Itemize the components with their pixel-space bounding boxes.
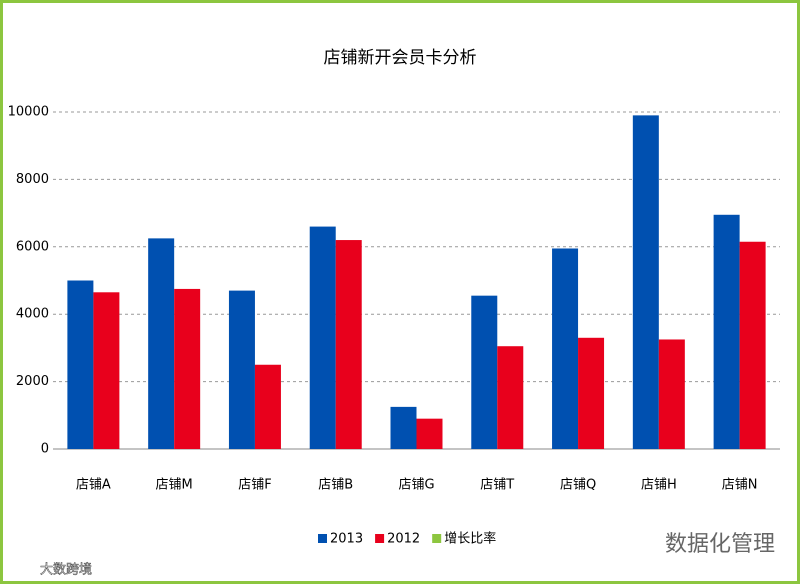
bar: [228, 290, 255, 449]
x-tick-label: 店铺G: [398, 478, 434, 493]
x-tick-label: 店铺B: [318, 478, 353, 493]
y-tick-label: 2000: [16, 374, 49, 389]
bar: [658, 339, 685, 449]
bar: [497, 346, 524, 449]
bar: [254, 364, 281, 449]
y-tick-label: 4000: [16, 307, 49, 322]
x-tick-label: 店铺N: [722, 478, 758, 493]
x-tick-label: 店铺F: [238, 478, 271, 493]
y-tick-label: 10000: [8, 105, 49, 120]
bar: [309, 226, 336, 449]
bar: [416, 418, 443, 449]
x-tick-label: 店铺M: [156, 478, 193, 493]
y-tick-label: 8000: [16, 172, 49, 187]
legend-swatch: [318, 534, 327, 543]
bar: [174, 288, 201, 449]
watermark: 数据化管理: [665, 532, 775, 557]
bar: [632, 115, 659, 450]
y-tick-label: 6000: [16, 239, 49, 254]
x-tick-label: 店铺H: [641, 478, 677, 493]
chart-title: 店铺新开会员卡分析: [324, 48, 477, 68]
bar: [335, 240, 362, 449]
watermark: 大数跨境: [40, 563, 92, 578]
bar: [93, 292, 120, 449]
legend-label: 2012: [387, 532, 420, 547]
bar: [67, 280, 94, 449]
legend-swatch: [432, 534, 442, 543]
bar: [390, 406, 417, 449]
bar: [552, 248, 579, 449]
legend-label: 增长比率: [444, 531, 496, 547]
bar: [471, 295, 498, 449]
bar: [148, 238, 175, 449]
bar: [578, 337, 605, 449]
bar: [713, 214, 740, 449]
x-tick-label: 店铺Q: [560, 478, 596, 493]
x-tick-label: 店铺A: [76, 478, 111, 493]
bar: [739, 241, 766, 449]
x-tick-label: 店铺T: [480, 478, 514, 493]
legend-swatch: [375, 534, 385, 543]
y-tick-label: 0: [41, 442, 49, 457]
legend-label: 2013: [330, 532, 363, 547]
